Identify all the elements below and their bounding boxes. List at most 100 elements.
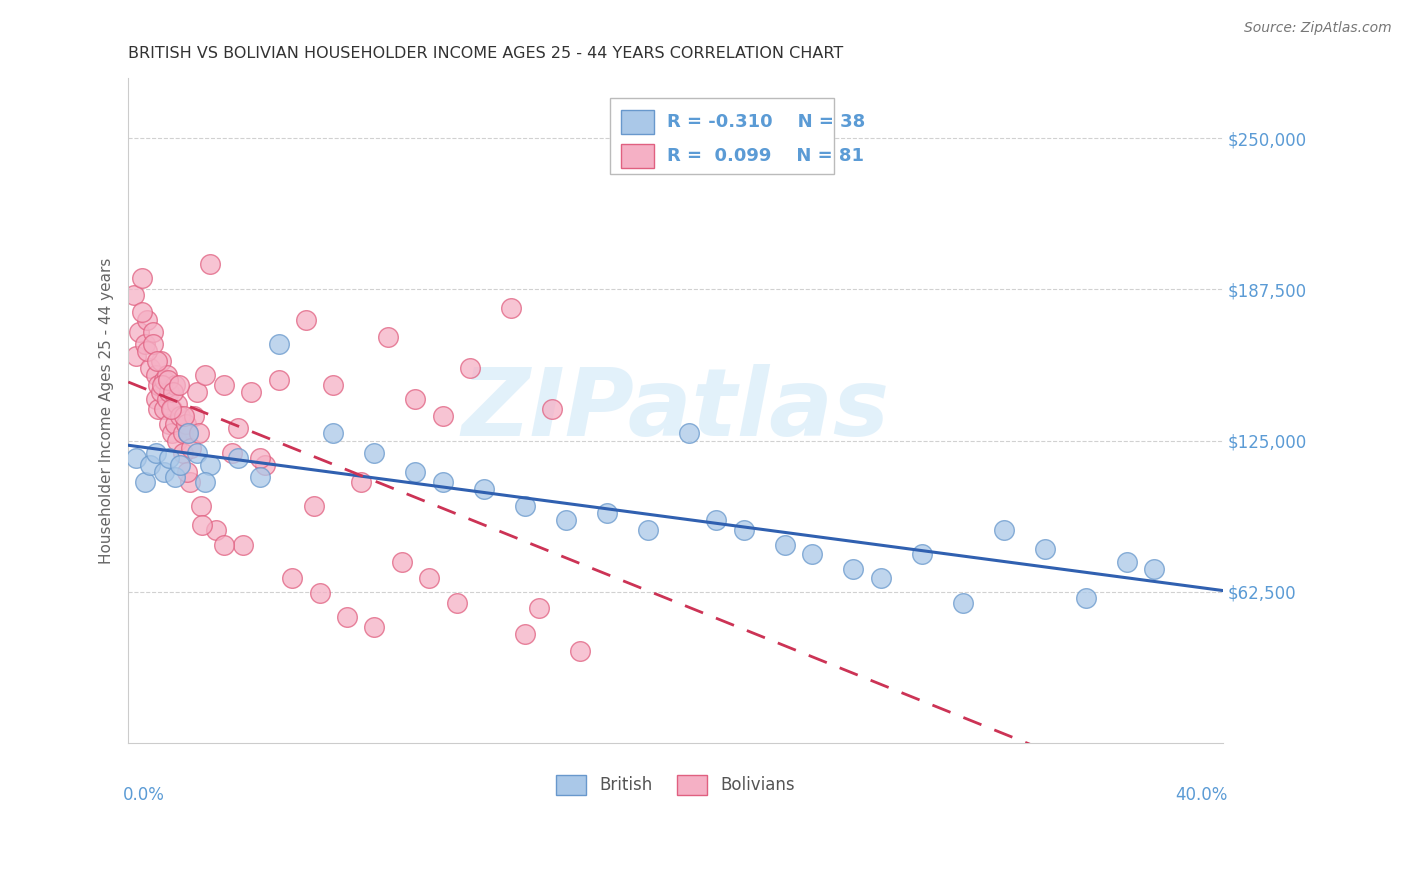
- Point: [1074, 591, 1097, 605]
- Point: [172, 445, 194, 459]
- Point: [177, 426, 200, 441]
- Point: [842, 562, 865, 576]
- Text: 40.0%: 40.0%: [1175, 786, 1227, 805]
- Point: [122, 288, 145, 302]
- Text: R = -0.310    N = 38: R = -0.310 N = 38: [666, 112, 865, 130]
- Point: [166, 397, 188, 411]
- Point: [125, 349, 148, 363]
- Point: [513, 627, 536, 641]
- Point: [160, 402, 183, 417]
- Point: [142, 325, 165, 339]
- Text: 0.0%: 0.0%: [122, 786, 165, 805]
- Point: [169, 409, 191, 424]
- Point: [186, 445, 208, 459]
- Point: [153, 465, 176, 479]
- Point: [134, 475, 156, 489]
- Point: [131, 305, 153, 319]
- Point: [458, 361, 481, 376]
- Point: [153, 402, 176, 417]
- Point: [336, 610, 359, 624]
- Point: [773, 538, 796, 552]
- Point: [733, 523, 755, 537]
- Point: [159, 402, 181, 417]
- Point: [134, 336, 156, 351]
- Point: [952, 596, 974, 610]
- Point: [1115, 555, 1137, 569]
- Legend: British, Bolivians: British, Bolivians: [548, 769, 801, 801]
- Point: [637, 523, 659, 537]
- FancyBboxPatch shape: [620, 145, 654, 169]
- Point: [501, 301, 523, 315]
- Point: [446, 596, 468, 610]
- Point: [148, 378, 170, 392]
- Point: [432, 409, 454, 424]
- Point: [163, 378, 186, 392]
- Point: [212, 378, 235, 392]
- Point: [418, 572, 440, 586]
- Point: [157, 385, 180, 400]
- Point: [188, 426, 211, 441]
- Point: [167, 378, 190, 392]
- Point: [281, 572, 304, 586]
- Point: [221, 445, 243, 459]
- Text: R =  0.099    N = 81: R = 0.099 N = 81: [666, 147, 863, 165]
- Point: [308, 586, 330, 600]
- Point: [152, 378, 174, 392]
- Point: [363, 445, 385, 459]
- Point: [176, 465, 198, 479]
- Point: [145, 445, 167, 459]
- Y-axis label: Householder Income Ages 25 - 44 years: Householder Income Ages 25 - 44 years: [100, 257, 114, 564]
- Point: [1033, 542, 1056, 557]
- Point: [125, 450, 148, 465]
- Point: [527, 600, 550, 615]
- Point: [254, 458, 277, 472]
- Point: [157, 450, 180, 465]
- Point: [513, 499, 536, 513]
- Point: [191, 518, 214, 533]
- Point: [1143, 562, 1166, 576]
- Point: [169, 458, 191, 472]
- Point: [240, 385, 263, 400]
- Point: [377, 329, 399, 343]
- Point: [432, 475, 454, 489]
- Point: [145, 368, 167, 383]
- Point: [183, 409, 205, 424]
- Point: [160, 426, 183, 441]
- Point: [226, 450, 249, 465]
- Point: [179, 475, 201, 489]
- Point: [163, 470, 186, 484]
- Point: [177, 426, 200, 441]
- Point: [541, 402, 564, 417]
- Point: [405, 392, 427, 407]
- Point: [910, 547, 932, 561]
- Point: [194, 368, 217, 383]
- Point: [156, 373, 179, 387]
- Text: Source: ZipAtlas.com: Source: ZipAtlas.com: [1244, 21, 1392, 35]
- Point: [391, 555, 413, 569]
- Point: [148, 402, 170, 417]
- Point: [172, 426, 194, 441]
- Text: BRITISH VS BOLIVIAN HOUSEHOLDER INCOME AGES 25 - 44 YEARS CORRELATION CHART: BRITISH VS BOLIVIAN HOUSEHOLDER INCOME A…: [128, 46, 844, 62]
- Point: [200, 257, 222, 271]
- Point: [155, 368, 177, 383]
- Point: [186, 385, 208, 400]
- Point: [304, 499, 326, 513]
- Point: [596, 506, 619, 520]
- Point: [174, 417, 197, 431]
- Point: [801, 547, 824, 561]
- Point: [232, 538, 254, 552]
- Point: [173, 409, 195, 424]
- Point: [249, 450, 271, 465]
- Point: [194, 475, 217, 489]
- Point: [163, 417, 186, 431]
- Point: [180, 441, 202, 455]
- Point: [555, 513, 578, 527]
- Point: [568, 644, 591, 658]
- Point: [869, 572, 891, 586]
- Point: [405, 465, 427, 479]
- Point: [363, 620, 385, 634]
- Point: [145, 392, 167, 407]
- Text: ZIPatlas: ZIPatlas: [461, 364, 890, 457]
- Point: [166, 434, 188, 448]
- Point: [226, 421, 249, 435]
